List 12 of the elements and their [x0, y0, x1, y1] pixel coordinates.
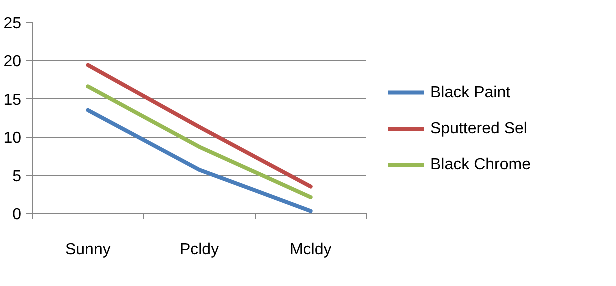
legend-label: Black Chrome — [430, 156, 532, 174]
x-tick-label: Mcldy — [290, 242, 332, 258]
legend-label: Black Paint — [430, 84, 512, 102]
y-tick-label: 25 — [4, 16, 22, 32]
legend-label: Sputtered Sel — [430, 120, 528, 138]
y-tick-label: 0 — [12, 206, 22, 224]
x-tick-label: Pcldy — [180, 242, 220, 258]
y-tick-label: 10 — [4, 130, 22, 148]
x-tick-label: Sunny — [65, 242, 111, 258]
y-tick-label: 20 — [4, 54, 22, 71]
y-tick-label: 5 — [12, 168, 22, 186]
y-tick-label: 15 — [4, 92, 22, 109]
